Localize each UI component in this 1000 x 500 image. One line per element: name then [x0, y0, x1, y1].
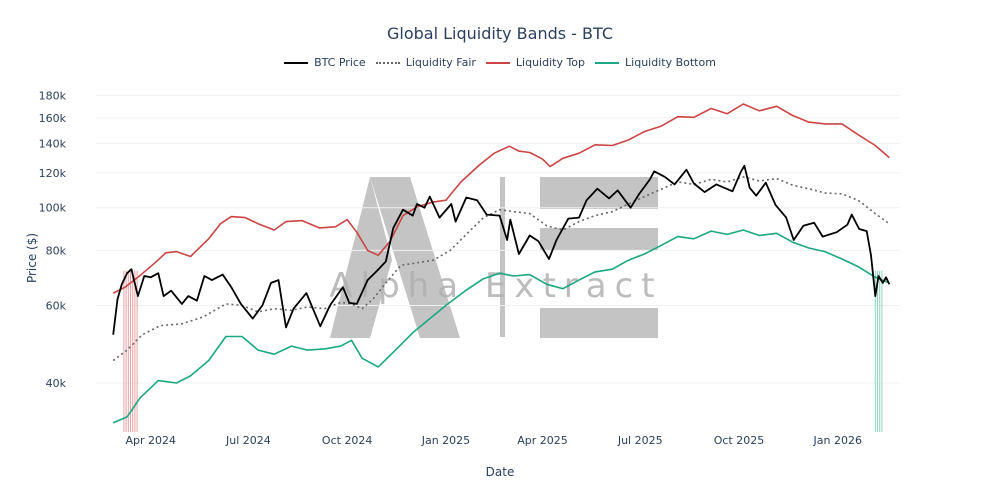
series-line-liquidity-top[interactable] [112, 103, 890, 294]
series-line-btc-price[interactable] [112, 164, 891, 335]
watermark-logo-bar [500, 177, 505, 337]
x-axis-title: Date [486, 465, 515, 479]
chart-title: Global Liquidity Bands - BTC [387, 24, 613, 43]
x-tick-label: Jan 2025 [421, 434, 470, 447]
legend-label: Liquidity Fair [405, 56, 476, 69]
legend: BTC Price Liquidity Fair Liquidity Top Liqu… [0, 56, 1000, 69]
watermark-logo-e-bottom [540, 308, 658, 338]
y-tick-label: 160k [39, 112, 67, 125]
watermark: Alpha Extract [329, 177, 662, 338]
legend-label: Liquidity Top [515, 56, 586, 69]
y-tick-label: 60k [46, 299, 67, 312]
legend-item-liquidity-fair[interactable]: Liquidity Fair [375, 56, 476, 69]
y-tick-label: 140k [39, 137, 67, 150]
x-tick-label: Jul 2024 [225, 434, 271, 447]
legend-swatch [375, 61, 400, 64]
legend-item-liquidity-bottom[interactable]: Liquidity Bottom [595, 56, 716, 69]
x-tick-label: Jan 2026 [813, 434, 862, 447]
watermark-logo-a-stroke [370, 177, 460, 338]
legend-label: Liquidity Bottom [625, 56, 716, 69]
watermark-text: Alpha Extract [329, 266, 662, 306]
legend-swatch [595, 61, 620, 64]
watermark-logo-e-top [540, 177, 658, 209]
x-tick-label: Apr 2024 [125, 434, 176, 447]
x-axis-ticks: Apr 2024 Jul 2024 Oct 2024 Jan 2025 Apr 2025… [125, 434, 861, 447]
series-line-liquidity-fair[interactable] [112, 176, 890, 362]
series-line-liquidity-bottom[interactable] [112, 229, 890, 424]
x-tick-label: Jul 2025 [617, 434, 663, 447]
watermark-logo-e-mid [540, 228, 658, 250]
legend-swatch [284, 61, 309, 64]
y-axis-title: Price ($) [25, 233, 39, 283]
y-tick-label: 40k [46, 377, 67, 390]
x-tick-label: Oct 2024 [322, 434, 373, 447]
watermark-logo [330, 177, 658, 338]
y-axis-ticks: 40k 60k 80k 100k 120k 140k 160k 180k [39, 89, 67, 390]
y-tick-label: 180k [39, 89, 67, 102]
y-tick-label: 120k [39, 167, 67, 180]
legend-item-btc-price[interactable]: BTC Price [284, 56, 366, 69]
legend-item-liquidity-top[interactable]: Liquidity Top [485, 56, 586, 69]
legend-label: BTC Price [314, 56, 366, 69]
watermark-logo-a-left [330, 177, 392, 338]
grid [96, 94, 900, 384]
x-tick-label: Oct 2025 [714, 434, 765, 447]
highlight-band [874, 270, 883, 432]
series-group [112, 103, 891, 424]
y-tick-label: 80k [46, 244, 67, 257]
y-tick-label: 100k [39, 202, 67, 215]
x-tick-label: Apr 2025 [517, 434, 568, 447]
legend-swatch [485, 61, 510, 64]
